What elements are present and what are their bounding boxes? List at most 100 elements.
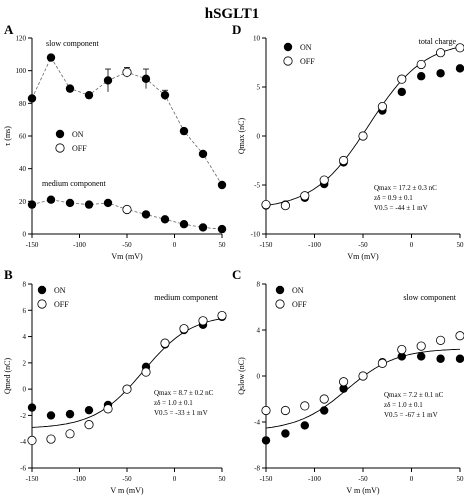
legend-marker-on bbox=[283, 42, 293, 52]
data-point-off bbox=[435, 335, 446, 345]
y-tick-label: 0 bbox=[257, 373, 261, 381]
y-tick-label: 60 bbox=[19, 133, 27, 141]
data-point-off bbox=[416, 341, 426, 351]
data-point-on bbox=[27, 94, 37, 103]
data-point-off bbox=[338, 377, 349, 387]
panel-letter: B bbox=[4, 267, 13, 282]
data-point-on bbox=[281, 429, 290, 438]
y-tick-label: 8 bbox=[257, 281, 261, 289]
y-tick-label: 0 bbox=[23, 386, 27, 394]
data-point-off bbox=[300, 191, 310, 201]
y-axis-label: Qmed (nC) bbox=[3, 358, 12, 395]
data-point-off bbox=[198, 316, 208, 326]
y-tick-label: 100 bbox=[16, 67, 27, 75]
data-point-on bbox=[436, 354, 445, 363]
data-point-on bbox=[65, 84, 75, 93]
x-tick-label: 50 bbox=[457, 241, 464, 249]
data-point-off bbox=[84, 420, 94, 430]
x-tick-label: -50 bbox=[122, 241, 132, 249]
data-point-on bbox=[27, 403, 37, 412]
data-point-off bbox=[46, 434, 56, 444]
legend-label: ON bbox=[54, 286, 66, 295]
data-point-off bbox=[261, 200, 271, 210]
fit-parameters: Qmax = 7.2 ± 0.1 nC bbox=[384, 391, 444, 399]
panel-letter: C bbox=[232, 267, 241, 282]
data-point-on bbox=[160, 90, 170, 100]
y-tick-label: 8 bbox=[23, 281, 27, 289]
data-point-on bbox=[198, 223, 208, 232]
annotation: total charge bbox=[419, 37, 457, 46]
x-tick-label: -150 bbox=[26, 475, 39, 483]
data-point-off bbox=[377, 358, 387, 368]
x-tick-label: 0 bbox=[173, 241, 177, 249]
fit-parameters: Qmax = 17.2 ± 0.3 nC bbox=[374, 184, 437, 192]
x-tick-label: -50 bbox=[122, 475, 132, 483]
data-point-on bbox=[84, 405, 94, 415]
data-point-on bbox=[339, 384, 348, 393]
fit-parameters: V0.5 = -33 ± 1 mV bbox=[154, 409, 208, 417]
data-point-off bbox=[416, 59, 426, 70]
data-point-on bbox=[300, 421, 309, 430]
data-point-off bbox=[300, 401, 310, 411]
x-axis-label: Vm (mV) bbox=[111, 252, 143, 261]
data-point-on bbox=[84, 90, 94, 100]
data-point-off bbox=[103, 404, 113, 414]
x-tick-label: -100 bbox=[73, 241, 86, 249]
data-point-on bbox=[436, 69, 445, 78]
y-tick-label: 20 bbox=[19, 198, 27, 206]
y-tick-label: 80 bbox=[19, 100, 27, 108]
data-point-off bbox=[435, 48, 446, 58]
legend-marker-off bbox=[283, 56, 293, 66]
data-point-on bbox=[417, 352, 426, 361]
data-point-on bbox=[46, 411, 56, 420]
data-point-off bbox=[160, 338, 170, 348]
x-tick-label: -50 bbox=[358, 241, 368, 249]
data-point-on bbox=[103, 198, 113, 208]
fit-parameters: zδ = 1.0 ± 0.1 bbox=[154, 399, 193, 407]
data-point-off bbox=[122, 384, 132, 394]
data-point-off bbox=[179, 324, 189, 334]
y-tick-label: -5 bbox=[254, 182, 260, 190]
y-axis-label: Qslow (nC) bbox=[237, 357, 246, 395]
data-point-off bbox=[397, 74, 407, 84]
data-point-on bbox=[141, 210, 151, 219]
data-point-on bbox=[46, 53, 56, 62]
dashed-connector bbox=[31, 199, 223, 230]
data-point-off bbox=[217, 310, 227, 321]
data-point-off bbox=[319, 175, 329, 185]
data-point-on bbox=[417, 72, 426, 81]
data-point-off bbox=[27, 435, 37, 445]
figure-title: hSGLT1 bbox=[205, 6, 260, 22]
y-axis-label: τ (ms) bbox=[3, 126, 12, 146]
y-tick-label: -4 bbox=[254, 419, 260, 427]
data-point-off bbox=[397, 344, 407, 355]
data-point-on bbox=[455, 64, 464, 73]
data-point-on bbox=[320, 406, 329, 415]
data-point-on bbox=[179, 220, 189, 229]
annotation: medium component bbox=[42, 179, 107, 188]
panel-c: C -150 -100 -50 0 50 -8 -4 0 4 8 V m (mV) Qslow (nC)… bbox=[232, 267, 464, 495]
data-point-off bbox=[358, 131, 368, 141]
legend-label: OFF bbox=[292, 300, 307, 309]
data-point-on bbox=[261, 436, 271, 445]
x-tick-label: -150 bbox=[260, 241, 273, 249]
data-point-on bbox=[27, 200, 37, 209]
x-tick-label: 0 bbox=[410, 475, 414, 483]
x-axis-label: V m (mV) bbox=[110, 486, 144, 495]
legend-marker-on bbox=[37, 285, 47, 295]
legend-marker-off bbox=[37, 299, 47, 309]
panel-a: A -150 -100 -50 0 50 0 20 40 60 80 100 120 Vm (mV) τ (… bbox=[3, 22, 227, 261]
y-tick-label: 6 bbox=[23, 307, 27, 315]
data-point-off bbox=[455, 43, 464, 53]
x-tick-label: -100 bbox=[73, 475, 86, 483]
data-point-off bbox=[280, 405, 290, 416]
fit-parameters: Qmax = 8.7 ± 0.2 nC bbox=[154, 389, 214, 397]
data-point-off bbox=[122, 204, 132, 215]
y-axis-label: Qmax (nC) bbox=[237, 118, 246, 155]
x-tick-label: 0 bbox=[173, 475, 177, 483]
data-point-off bbox=[141, 367, 151, 377]
legend-marker-on bbox=[55, 129, 65, 139]
annotation: slow component bbox=[403, 293, 456, 302]
panel-b: B -150 -100 -50 0 50 -6 -4 -2 0 2 4 6 8 V m (mV) Qmed (… bbox=[3, 267, 227, 495]
